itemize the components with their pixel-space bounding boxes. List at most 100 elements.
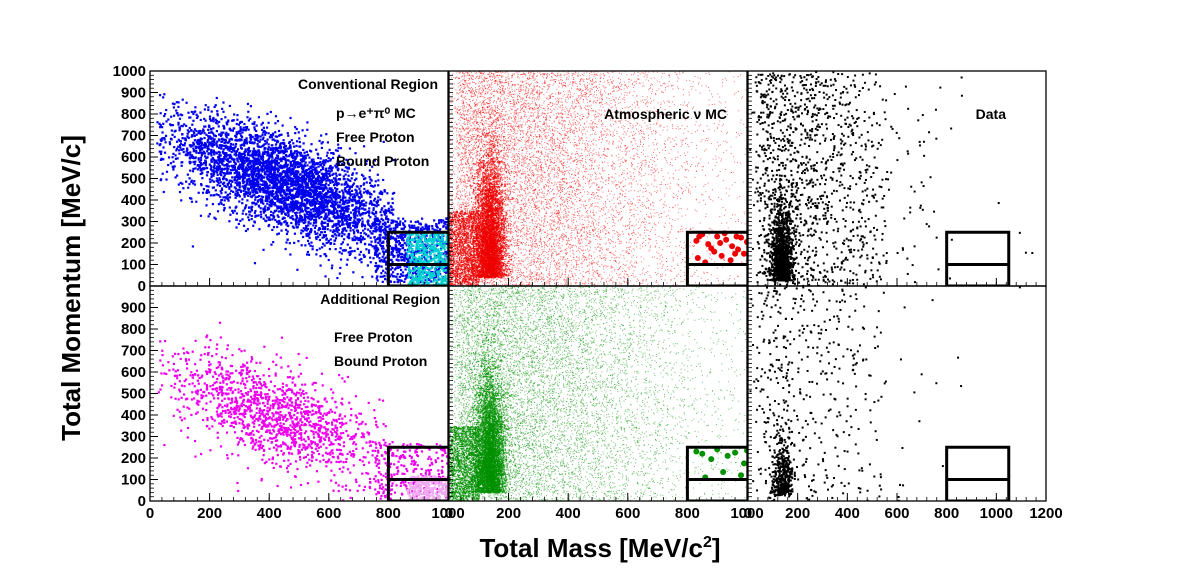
- bound-proton-point: [239, 163, 242, 166]
- bound-proton-point: [290, 188, 293, 192]
- bound-proton-point: [240, 134, 243, 137]
- bound-proton-point: [299, 152, 302, 155]
- bound-proton-point: [402, 239, 405, 242]
- bound-proton-point: [267, 178, 270, 181]
- bound-proton-point: [320, 177, 323, 180]
- bound-proton-point: [249, 195, 252, 198]
- bound-proton-point: [162, 146, 165, 149]
- bound-proton-point: [179, 181, 182, 184]
- bound-proton-point: [302, 166, 305, 169]
- bound-proton-point: [249, 210, 252, 213]
- bound-proton-point: [223, 206, 226, 210]
- bound-proton-point: [299, 202, 303, 205]
- bound-proton-point: [322, 234, 325, 237]
- bound-proton-point: [248, 173, 251, 176]
- bound-proton-point: [308, 176, 312, 179]
- bound-proton-point: [408, 229, 411, 232]
- bound-proton-point: [376, 279, 379, 282]
- bound-proton-point: [195, 149, 198, 152]
- bound-proton-point: [286, 174, 289, 177]
- bound-proton-point: [298, 204, 302, 207]
- bound-proton-point: [242, 189, 245, 192]
- bound-proton-point: [265, 126, 269, 129]
- bound-proton-point: [219, 160, 222, 164]
- bound-proton-point: [245, 166, 248, 169]
- bound-proton-point: [404, 268, 407, 271]
- bound-proton-point: [301, 194, 304, 198]
- bound-proton-point: [296, 154, 299, 157]
- bound-proton-point: [280, 207, 283, 210]
- bound-proton-point: [253, 152, 256, 155]
- bound-proton-point: [221, 182, 225, 186]
- bound-proton-point: [343, 177, 346, 181]
- bound-proton-point: [396, 225, 399, 228]
- bound-proton-point: [266, 152, 269, 155]
- bound-proton-point: [190, 154, 193, 157]
- bound-proton-point: [372, 185, 375, 188]
- bound-proton-point: [306, 234, 309, 238]
- bound-proton-point: [234, 192, 237, 195]
- free-proton-point: [429, 246, 433, 249]
- bound-proton-point: [272, 132, 275, 135]
- bound-proton-point: [197, 151, 200, 155]
- bound-proton-point: [301, 220, 304, 223]
- bound-proton-point: [301, 216, 304, 219]
- bound-proton-point: [270, 210, 273, 213]
- bound-proton-point: [304, 204, 307, 208]
- bound-proton-point: [289, 216, 292, 219]
- bound-proton-point: [270, 155, 274, 158]
- bound-proton-point: [174, 154, 177, 157]
- bound-proton-point: [363, 232, 366, 235]
- bound-proton-point: [423, 271, 426, 274]
- bound-proton-point: [299, 162, 302, 165]
- bound-proton-point: [241, 161, 244, 165]
- bound-proton-point: [337, 228, 340, 232]
- bound-proton-point: [201, 163, 204, 166]
- bound-proton-point: [307, 224, 310, 227]
- bound-proton-point: [335, 234, 338, 237]
- bound-proton-point: [351, 163, 354, 166]
- bound-proton-point: [267, 132, 270, 135]
- bound-proton-point: [246, 158, 249, 161]
- bound-proton-point: [279, 147, 282, 150]
- free-proton-point: [419, 278, 422, 281]
- bound-proton-point: [319, 157, 322, 160]
- bound-proton-point: [339, 204, 342, 207]
- bound-proton-point: [308, 172, 311, 175]
- bound-proton-point: [253, 121, 256, 124]
- bound-proton-point: [251, 202, 254, 205]
- bound-proton-point: [190, 144, 193, 147]
- bound-proton-point: [374, 270, 378, 273]
- bound-proton-point: [299, 145, 302, 148]
- bound-proton-point: [356, 242, 359, 245]
- bound-proton-point: [372, 208, 375, 212]
- bound-proton-point: [224, 191, 227, 194]
- bound-proton-point: [213, 151, 216, 154]
- bound-proton-point: [350, 189, 354, 192]
- bound-proton-point: [342, 196, 345, 199]
- free-proton-point: [417, 266, 420, 269]
- free-proton-point: [423, 259, 426, 263]
- free-proton-point: [432, 280, 435, 283]
- bound-proton-point: [228, 187, 231, 190]
- bound-proton-point: [285, 223, 288, 226]
- bound-proton-point: [328, 196, 331, 199]
- bound-proton-point: [256, 150, 259, 154]
- bound-proton-point: [313, 230, 317, 233]
- bound-proton-point: [319, 264, 322, 267]
- bound-proton-point: [272, 159, 275, 162]
- bound-proton-point: [310, 158, 313, 161]
- bound-proton-point: [222, 101, 225, 104]
- bound-proton-point: [173, 102, 176, 106]
- bound-proton-point: [232, 190, 235, 193]
- bound-proton-point: [267, 185, 270, 188]
- bound-proton-point: [241, 164, 244, 167]
- free-proton-point: [439, 278, 442, 281]
- bound-proton-point: [309, 193, 312, 196]
- bound-proton-point: [163, 138, 166, 141]
- bound-proton-point: [358, 253, 361, 256]
- bound-proton-point: [289, 145, 292, 149]
- bound-proton-point: [317, 235, 320, 238]
- bound-proton-point: [228, 154, 231, 157]
- bound-proton-point: [382, 178, 385, 182]
